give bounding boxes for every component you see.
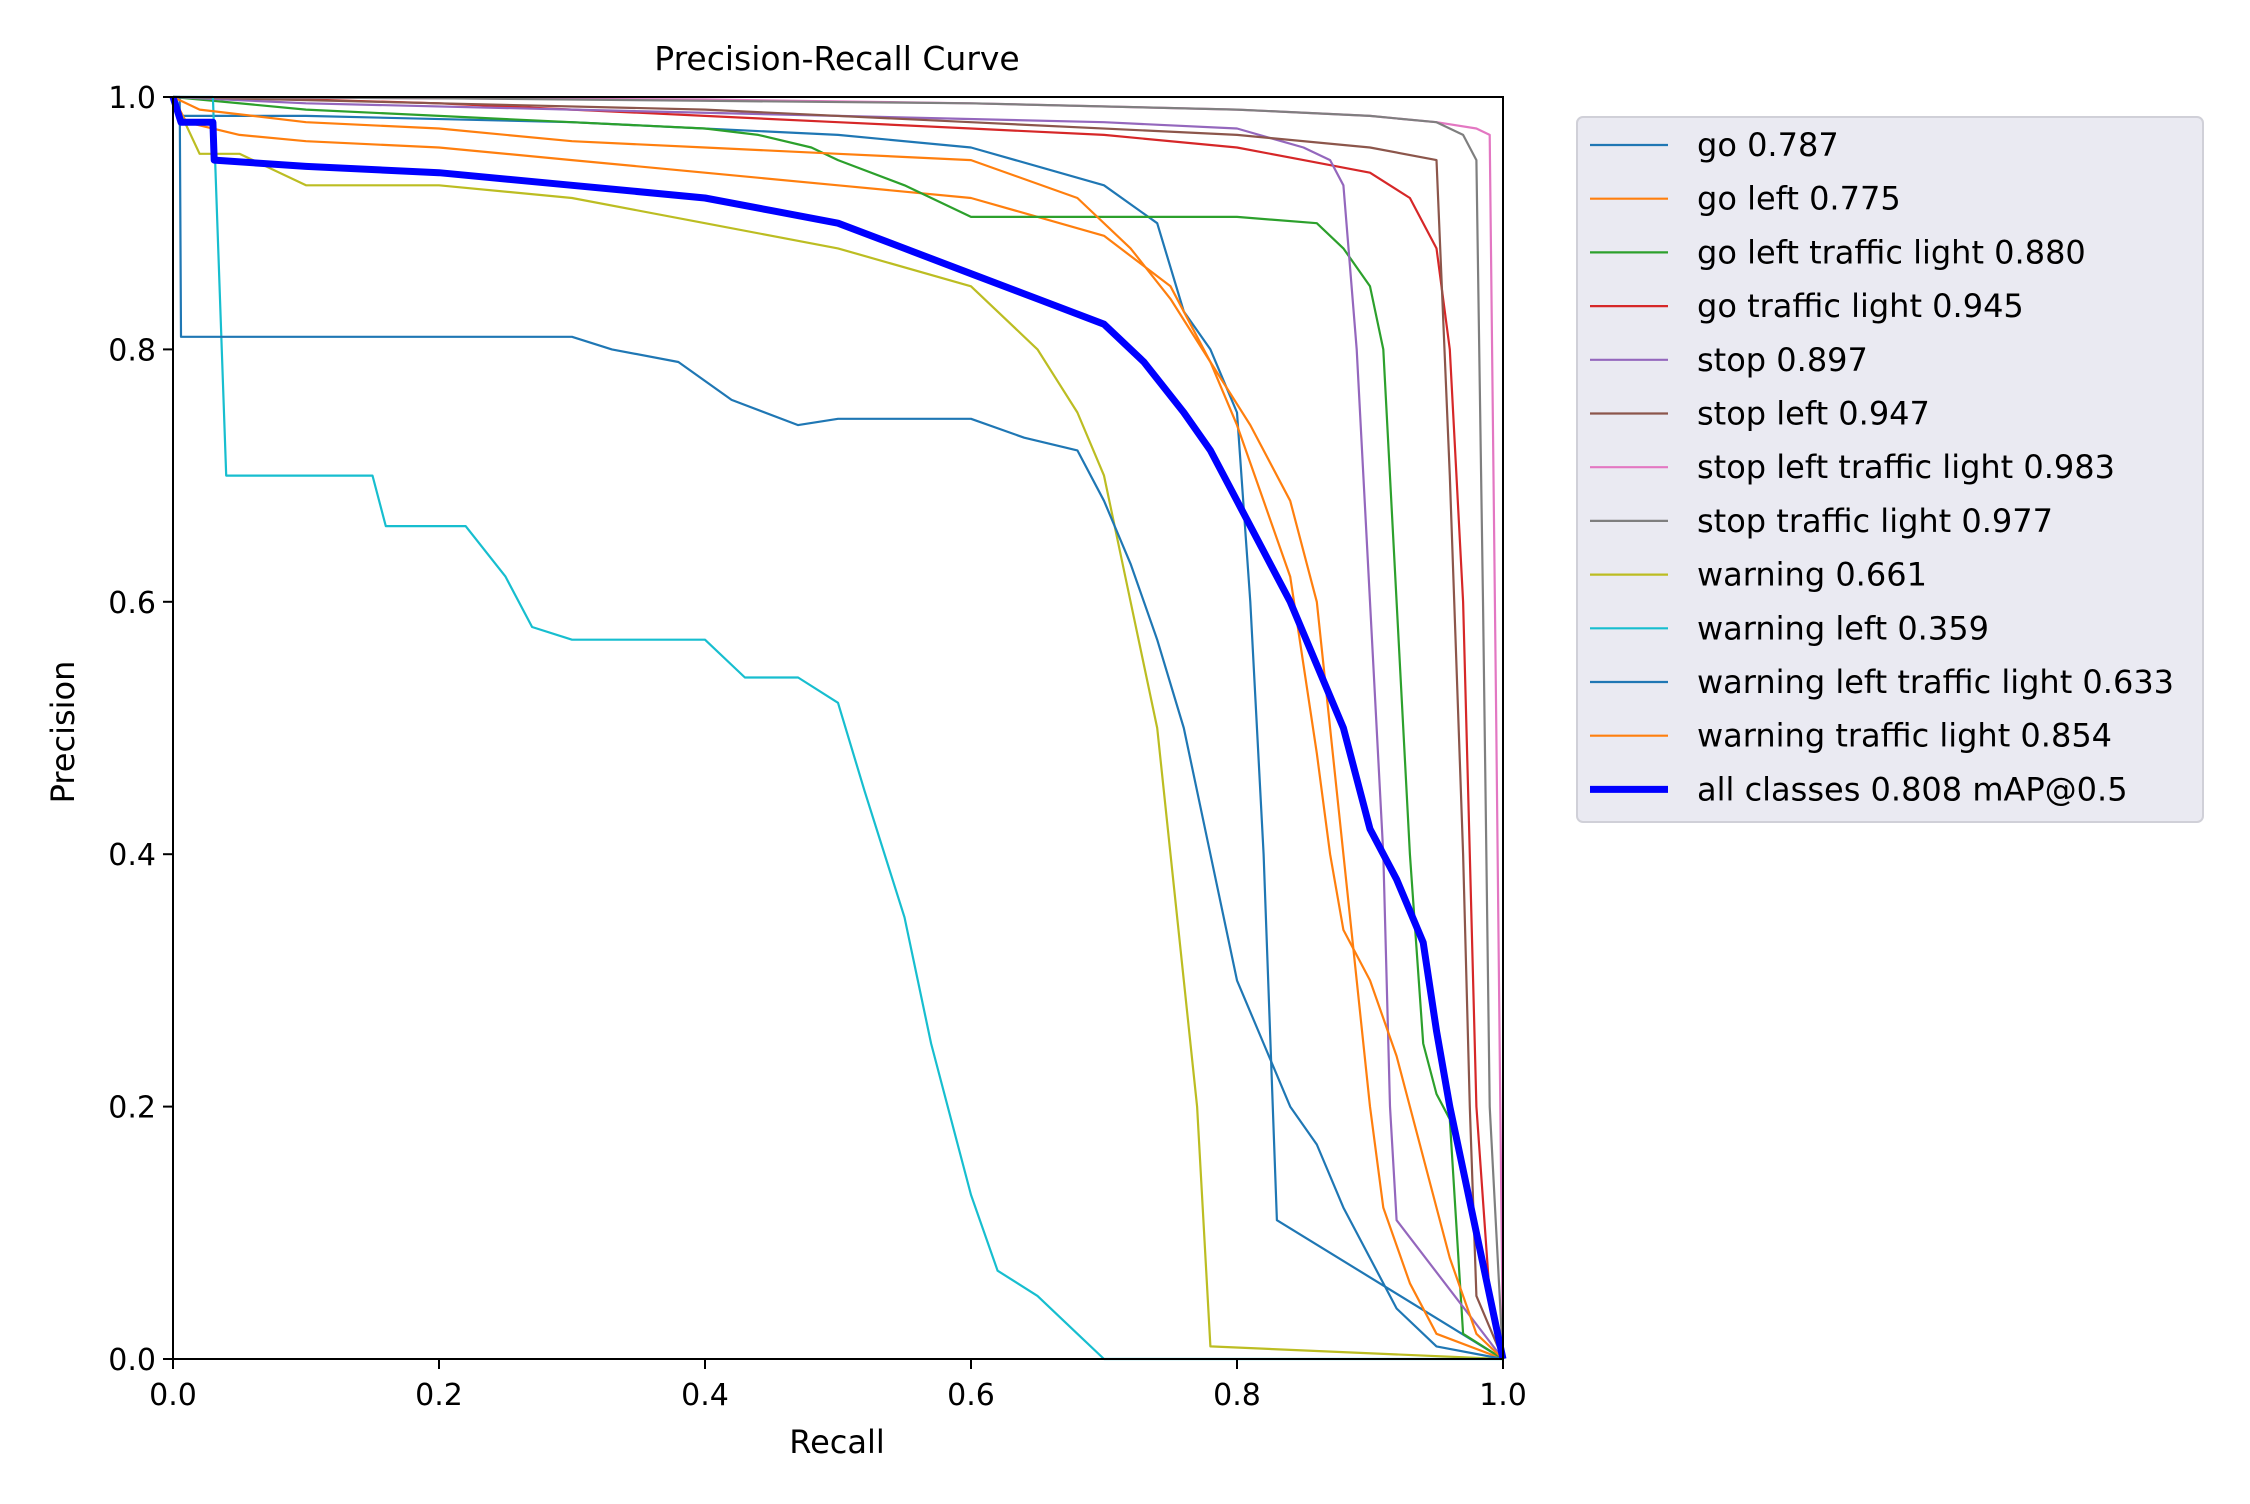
legend-label-7: stop traffic light 0.977 xyxy=(1697,502,2053,540)
y-axis-label: Precision xyxy=(44,661,82,804)
series-line-8 xyxy=(172,96,1504,1361)
legend-label-4: stop 0.897 xyxy=(1697,341,1868,379)
x-axis-label: Recall xyxy=(789,1423,884,1461)
series-line-10 xyxy=(173,95,1504,1361)
series-line-2 xyxy=(172,95,1504,1360)
x-tick-label: 0.8 xyxy=(1213,1378,1261,1413)
ticks-layer: 0.0 0.2 0.4 0.6 0.8 1.0 0.0 0.2 0.4 0.6 0.8 1.0 xyxy=(108,81,1527,1413)
x-tick-label: 1.0 xyxy=(1479,1378,1527,1413)
series-line-7 xyxy=(172,95,1505,1360)
curves-layer xyxy=(169,95,1507,1361)
y-tick-label: 0.6 xyxy=(108,586,156,621)
legend-label-3: go traffic light 0.945 xyxy=(1697,287,2024,325)
legend-label-11: warning traffic light 0.854 xyxy=(1697,717,2112,755)
legend-label-2: go left traffic light 0.880 xyxy=(1697,233,2086,271)
series-line-0 xyxy=(171,96,1504,1360)
y-tick-label: 0.8 xyxy=(108,333,156,368)
legend-label-1: go left 0.775 xyxy=(1697,180,1901,218)
y-tick-label: 0.4 xyxy=(108,838,156,873)
legend-label-6: stop left traffic light 0.983 xyxy=(1697,448,2115,486)
legend: go 0.787 go left 0.775 go left traffic lig… xyxy=(1576,116,2204,823)
legend-box xyxy=(1576,116,2204,823)
x-tick-label: 0.2 xyxy=(415,1378,463,1413)
x-tick-label: 0.4 xyxy=(681,1378,729,1413)
x-tick-label: 0.6 xyxy=(947,1378,995,1413)
series-line-9 xyxy=(173,95,1503,1361)
series-line-12 xyxy=(169,95,1507,1360)
y-tick-label: 0.0 xyxy=(108,1343,156,1378)
x-tick-label: 0.0 xyxy=(149,1378,197,1413)
y-tick-label: 1.0 xyxy=(108,81,156,116)
chart-title: Precision-Recall Curve xyxy=(654,39,1019,78)
legend-label-0: go 0.787 xyxy=(1697,126,1839,164)
series-line-11 xyxy=(172,96,1504,1360)
y-tick-label: 0.2 xyxy=(108,1091,156,1126)
series-line-4 xyxy=(172,95,1504,1360)
legend-label-10: warning left traffic light 0.633 xyxy=(1697,663,2174,701)
legend-label-9: warning left 0.359 xyxy=(1697,609,1989,647)
plot-frame xyxy=(172,96,1504,1360)
legend-label-12: all classes 0.808 mAP@0.5 xyxy=(1697,770,2128,808)
legend-label-5: stop left 0.947 xyxy=(1697,395,1930,433)
series-line-5 xyxy=(172,95,1505,1360)
legend-label-8: warning 0.661 xyxy=(1697,556,1927,594)
